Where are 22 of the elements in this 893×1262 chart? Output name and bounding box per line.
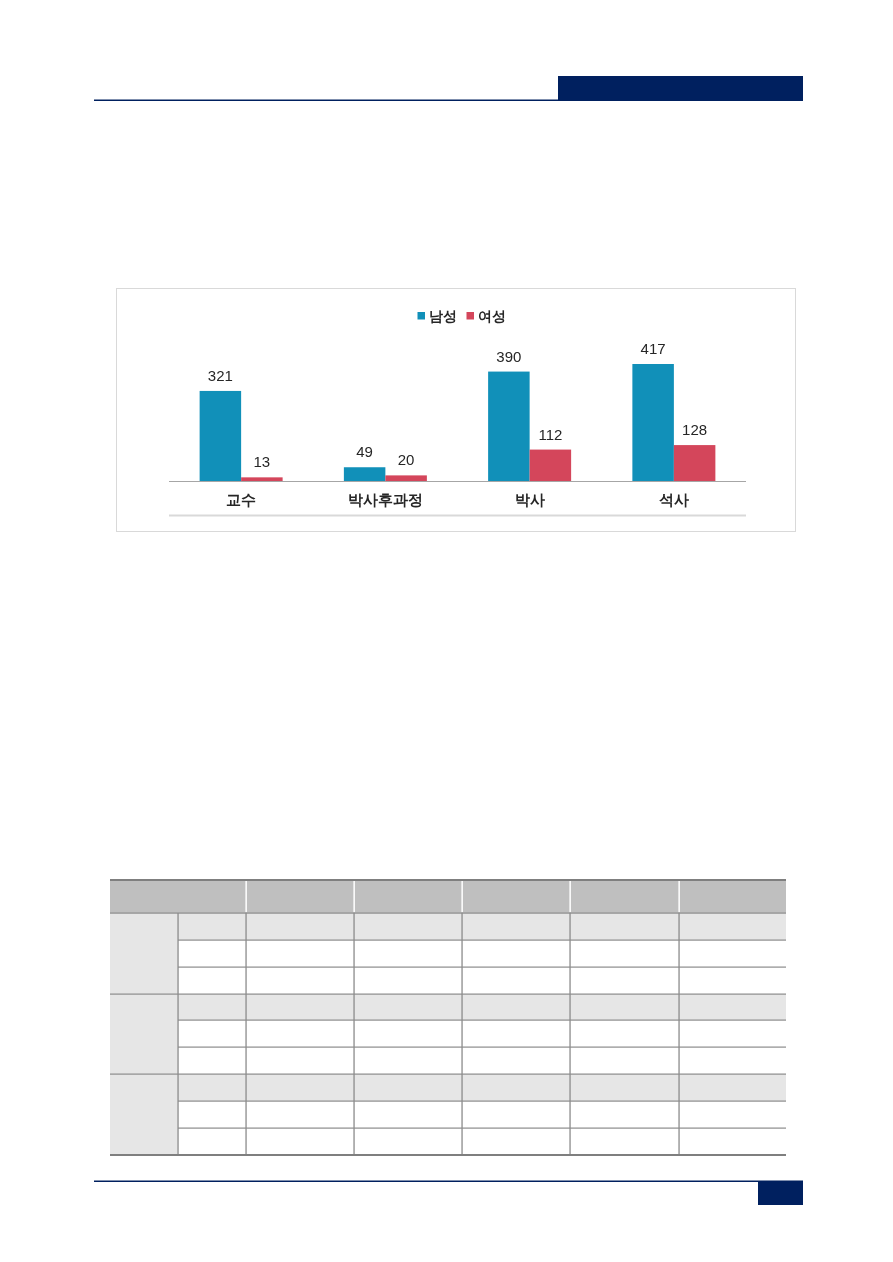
data-label: 112 [538, 425, 563, 443]
data-label: 13 [253, 453, 271, 471]
bar [673, 445, 716, 481]
bar [385, 475, 427, 481]
x-tick-label: 박사후과정 [347, 491, 423, 508]
bar [529, 449, 572, 481]
bar [488, 371, 530, 481]
data-label: 128 [682, 421, 708, 439]
bar [343, 467, 386, 481]
bar [199, 390, 242, 481]
bar [241, 477, 283, 481]
x-tick-label: 박사 [514, 491, 545, 508]
legend-label: 남성 [428, 308, 457, 324]
x-tick-label: 석사 [658, 491, 689, 508]
x-tick-label: 교수 [226, 491, 257, 508]
data-label: 390 [496, 347, 522, 365]
legend-label: 여성 [477, 308, 506, 324]
bar [632, 364, 674, 481]
data-label: 417 [640, 340, 666, 357]
data-label: 49 [356, 443, 373, 461]
data-label: 20 [397, 451, 415, 469]
data-label: 321 [207, 366, 233, 384]
